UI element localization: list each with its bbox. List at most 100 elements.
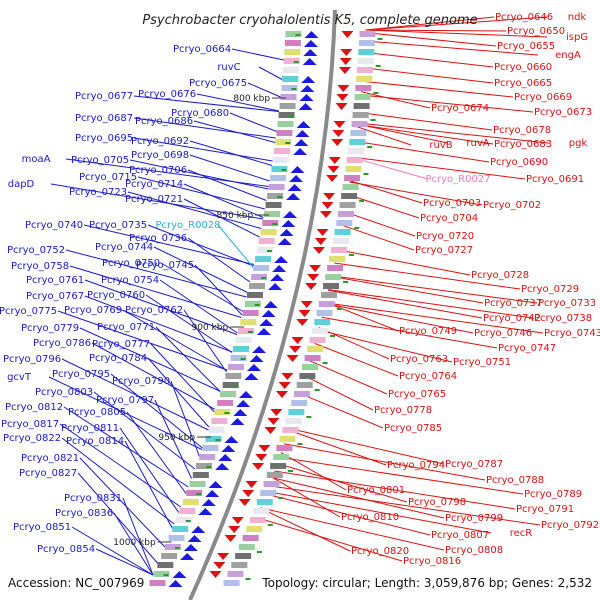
gene-label-left: Pcryo_R0028 [155,220,220,231]
gene-label-left: Pcryo_0752 [7,245,65,256]
marker-right [278,497,284,499]
feature-block-left [280,94,297,100]
gene-label-right: Pcryo_0702 [483,200,541,211]
gene-label-right: Pcryo_R0027 [425,174,490,185]
feature-block-right [253,508,270,514]
leader-line-left [183,198,260,238]
leader-line-right [321,316,498,349]
gene-label-right: Pcryo_0820 [351,546,409,557]
leader-line-left [189,154,270,182]
gene-label-left: Pcryo_0790 [112,376,170,387]
plus-strand-arrow [281,373,294,380]
gene-label-left: Pcryo_0735 [89,220,147,231]
leader-line-left [110,373,203,449]
gene-label-left: Pcryo_0814 [66,436,124,447]
gene-label-left: Pcryo_0715 [79,172,137,183]
plus-strand-arrow [327,166,340,173]
minus-strand-arrow [270,274,285,281]
gene-label-right: Pcryo_0765 [388,389,446,400]
gene-label-right: ruvA [466,138,489,149]
feature-block-left [214,409,231,415]
feature-block-left [284,49,301,55]
marker-left [281,169,287,171]
feature-block-right [323,283,340,289]
leader-line-left [79,457,166,548]
gene-label-right: Pcryo_0808 [445,545,503,556]
kbp-tick-label: 850 kbp [217,211,254,221]
feature-block-left [246,292,263,298]
plus-strand-arrow [258,445,271,452]
leader-line-left [183,309,227,373]
marker-left [232,385,238,387]
gene-label-right: Pcryo_0655 [497,41,555,52]
feature-block-left [249,283,266,289]
gene-label-right: Pcryo_0764 [399,371,457,382]
feature-block-right [329,256,346,262]
marker-right [363,173,369,175]
feature-block-right [350,130,367,136]
leader-line-right [274,470,516,510]
feature-block-right [291,400,308,406]
gene-label-left: Pcryo_0803 [35,387,93,398]
gene-label-left: Pcryo_0805 [68,407,126,418]
minus-strand-arrow [296,121,311,128]
gene-label-right: Pcryo_0778 [374,405,432,416]
minus-strand-arrow [244,373,259,380]
gene-label-left: Pcryo_0831 [64,493,122,504]
feature-block-right [273,454,290,460]
marker-left [261,277,267,279]
leader-line-right [309,360,388,395]
leader-line-right [360,91,431,109]
plus-strand-arrow [286,355,299,362]
gene-label-left: Pcryo_0714 [125,179,183,190]
leader-line-left [217,224,254,268]
marker-right [373,92,379,94]
feature-block-left [192,472,209,478]
feature-block-right [344,175,361,181]
minus-strand-arrow [205,490,220,497]
plus-strand-arrow [333,121,346,128]
plus-strand-arrow [314,238,327,245]
gene-label-left: Pcryo_0686 [135,116,193,127]
feature-block-left [278,112,295,118]
feature-block-right [348,148,365,154]
feature-block-right [358,49,375,55]
feature-block-left [222,382,239,388]
leader-line-right [265,493,431,536]
minus-strand-arrow [215,463,230,470]
leader-line-right [357,124,494,145]
marker-right [322,362,328,364]
gene-label-right: Pcryo_0746 [474,328,532,339]
feature-block-right [309,337,326,343]
minus-strand-arrow [249,355,264,362]
gene-label-right: Pcryo_0787 [445,459,503,470]
marker-right [336,308,342,310]
marker-left [174,547,180,549]
leader-line-right [266,490,492,534]
minus-strand-arrow [287,184,302,191]
feature-block-left [262,220,279,226]
marker-left [285,142,291,144]
gene-label-left: Pcryo_0676 [138,89,196,100]
plus-strand-arrow [217,553,230,560]
leader-line-right [365,29,548,38]
gene-label-left: ruvC [217,62,240,73]
gene-label-left: Pcryo_0723 [69,187,127,198]
gene-label-left: Pcryo_0784 [89,353,147,364]
gene-label-right: engA [555,50,581,61]
feature-block-left [277,121,294,127]
gene-label-left: Pcryo_0758 [11,261,69,272]
feature-block-left [274,148,291,154]
leader-line-left [133,95,280,112]
plus-strand-arrow [341,31,354,38]
leader-line-right [365,16,548,31]
minus-strand-arrow [236,400,251,407]
feature-block-left [263,211,280,217]
plus-strand-arrow [323,193,336,200]
feature-block-left [283,58,300,64]
leader-line-left [57,310,228,371]
plus-strand-arrow [340,49,353,56]
leader-line-left [71,526,154,576]
minus-strand-arrow [289,175,304,182]
